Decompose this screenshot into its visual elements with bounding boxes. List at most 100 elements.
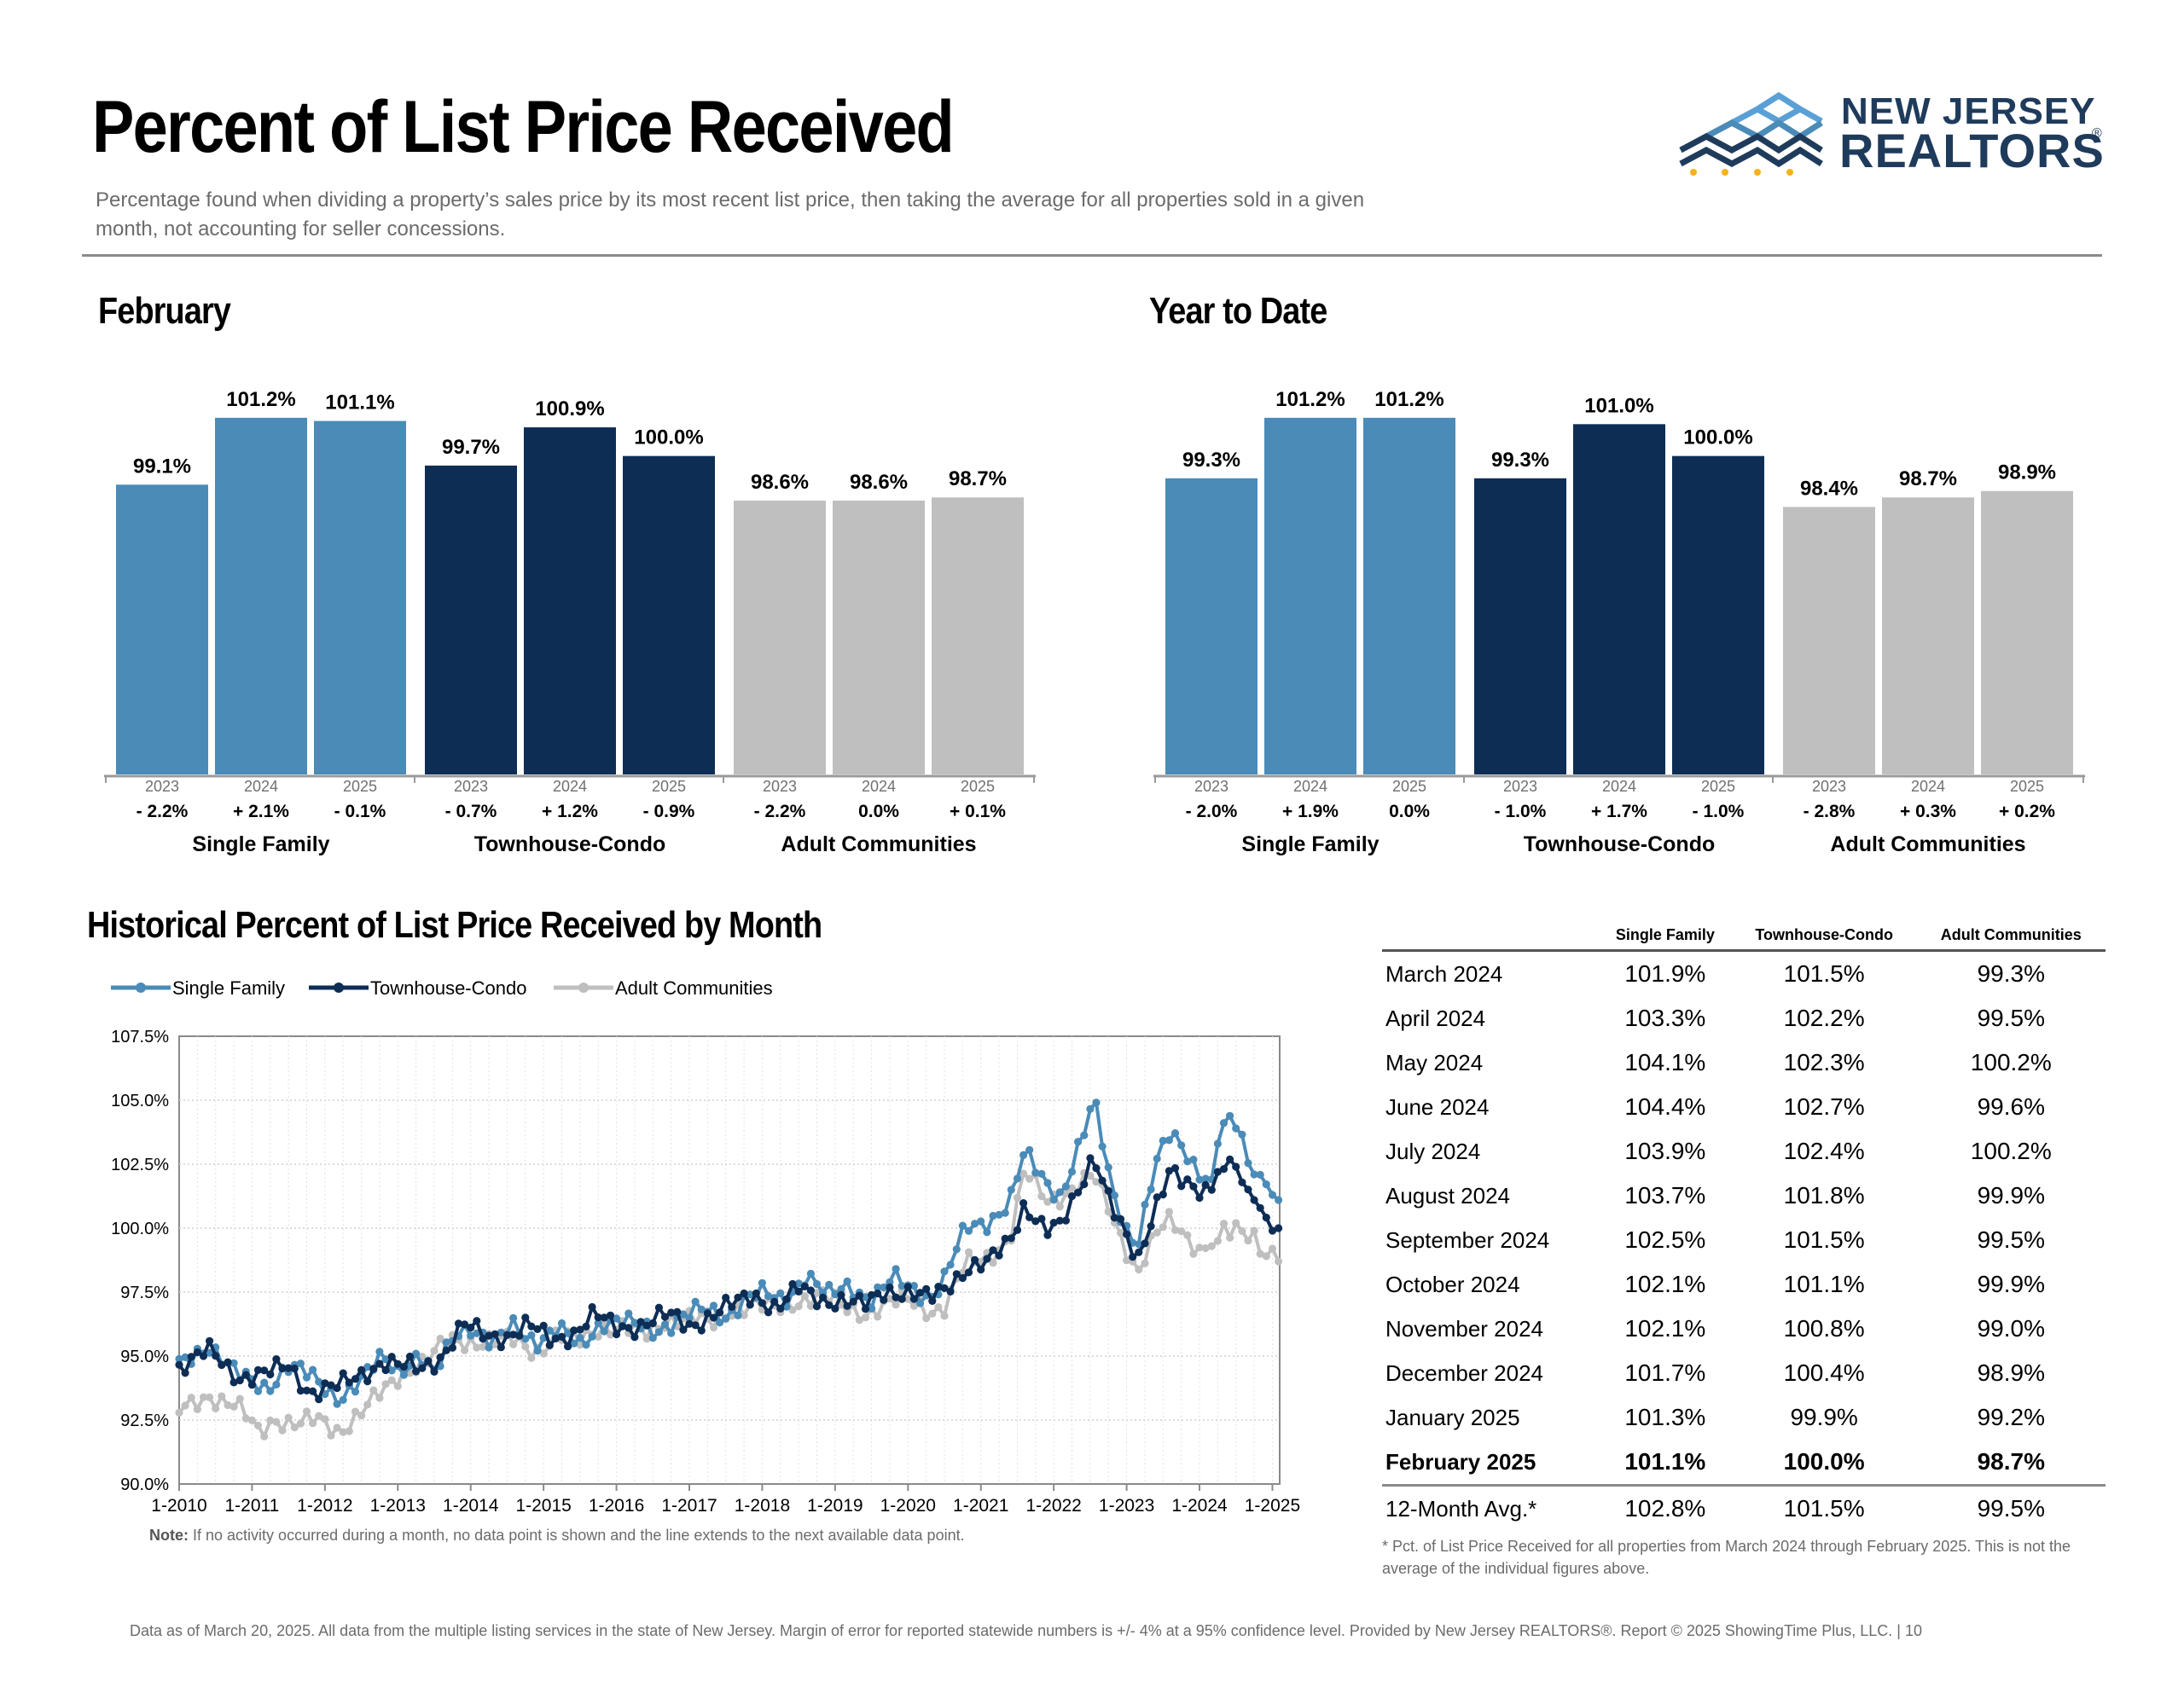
- point-adult-communities: [181, 1401, 189, 1410]
- point-single-family: [722, 1314, 730, 1323]
- point-adult-communities: [886, 1295, 894, 1303]
- point-single-family: [1080, 1131, 1089, 1139]
- point-townhouse-condo: [1019, 1199, 1028, 1208]
- point-townhouse-condo: [660, 1313, 670, 1321]
- bar-year-label: 2025: [961, 778, 995, 795]
- point-townhouse-condo: [467, 1324, 475, 1332]
- table-row: February 2025 101.1% 100.0% 98.7%: [1382, 1440, 2106, 1486]
- monthly-table: Single Family Townhouse-Condo Adult Comm…: [1382, 925, 2106, 1531]
- table-cell: 99.9%: [1977, 1271, 2045, 1297]
- point-single-family: [958, 1221, 967, 1230]
- table-row: September 2024 102.5% 101.5% 99.5%: [1382, 1218, 2106, 1262]
- bar-year-label: 2023: [1503, 778, 1537, 795]
- point-adult-communities: [241, 1414, 250, 1423]
- header-divider: [82, 254, 2102, 257]
- point-adult-communities: [740, 1311, 748, 1319]
- point-single-family: [582, 1341, 590, 1349]
- point-townhouse-condo: [436, 1353, 444, 1362]
- point-single-family: [1262, 1180, 1270, 1189]
- point-townhouse-condo: [290, 1364, 299, 1373]
- point-townhouse-condo: [461, 1320, 469, 1329]
- logo-registered-mark: ®: [2092, 126, 2102, 141]
- point-adult-communities: [709, 1323, 718, 1332]
- x-tick-label: 1-2017: [661, 1496, 717, 1516]
- point-adult-communities: [509, 1340, 518, 1348]
- bar-year-label: 2024: [553, 778, 587, 795]
- point-townhouse-condo: [703, 1309, 712, 1318]
- point-townhouse-condo: [868, 1290, 876, 1299]
- point-townhouse-condo: [1001, 1234, 1009, 1243]
- point-single-family: [697, 1305, 706, 1313]
- point-single-family: [1170, 1129, 1180, 1138]
- point-adult-communities: [393, 1382, 402, 1390]
- point-townhouse-condo: [576, 1325, 584, 1334]
- point-adult-communities: [296, 1419, 305, 1428]
- point-single-family: [1195, 1175, 1204, 1184]
- point-adult-communities: [1135, 1265, 1143, 1274]
- bar-change-label: + 1.9%: [1282, 802, 1339, 821]
- point-adult-communities: [1262, 1252, 1270, 1261]
- bar-adult-communities-2023: [734, 500, 826, 774]
- table-row: August 2024 103.7% 101.8% 99.9%: [1382, 1174, 2106, 1218]
- bar-group-label: Adult Communities: [781, 832, 976, 856]
- point-adult-communities: [1219, 1220, 1228, 1228]
- point-adult-communities: [218, 1392, 226, 1400]
- bar-adult-communities-2024: [1882, 497, 1974, 774]
- point-townhouse-condo: [1037, 1215, 1046, 1223]
- bar-change-label: + 1.2%: [542, 802, 598, 821]
- point-adult-communities: [1201, 1244, 1210, 1253]
- point-single-family: [837, 1284, 845, 1294]
- bar-value-label: 100.0%: [634, 426, 703, 449]
- table-cell: 102.1%: [1624, 1315, 1706, 1342]
- point-adult-communities: [247, 1416, 256, 1424]
- point-adult-communities: [1268, 1244, 1277, 1253]
- point-townhouse-condo: [1201, 1180, 1210, 1189]
- point-townhouse-condo: [1170, 1164, 1180, 1173]
- table-cell: 101.7%: [1624, 1359, 1706, 1386]
- point-single-family: [296, 1359, 305, 1368]
- table-cell: 100.2%: [1970, 1049, 2052, 1075]
- point-single-family: [175, 1354, 183, 1363]
- point-townhouse-condo: [915, 1289, 925, 1297]
- point-adult-communities: [1232, 1219, 1240, 1227]
- point-townhouse-condo: [764, 1308, 773, 1317]
- bar-value-label: 101.1%: [325, 391, 394, 415]
- point-single-family: [302, 1373, 311, 1382]
- bar-townhouse-condo-2025: [623, 455, 715, 774]
- point-townhouse-condo: [1025, 1213, 1034, 1221]
- logo-mark-icon: [1679, 91, 1823, 176]
- x-tick-label: 1-2012: [297, 1496, 352, 1516]
- point-single-family: [758, 1278, 767, 1287]
- point-adult-communities: [922, 1313, 931, 1323]
- point-adult-communities: [1177, 1227, 1186, 1236]
- point-single-family: [1244, 1159, 1252, 1168]
- point-townhouse-condo: [515, 1331, 524, 1340]
- point-townhouse-condo: [819, 1293, 828, 1301]
- point-adult-communities: [1183, 1231, 1192, 1239]
- point-townhouse-condo: [375, 1359, 384, 1368]
- point-townhouse-condo: [619, 1322, 627, 1330]
- point-townhouse-condo: [825, 1301, 834, 1309]
- point-townhouse-condo: [770, 1297, 779, 1306]
- point-townhouse-condo: [624, 1324, 633, 1332]
- point-adult-communities: [1092, 1178, 1101, 1186]
- point-townhouse-condo: [339, 1369, 347, 1377]
- point-townhouse-condo: [812, 1302, 822, 1311]
- x-tick-label: 1-2021: [953, 1496, 1008, 1516]
- point-townhouse-condo: [381, 1365, 390, 1375]
- point-single-family: [1061, 1182, 1070, 1191]
- point-single-family: [716, 1319, 724, 1327]
- point-adult-communities: [1025, 1174, 1034, 1183]
- table-cell: 99.0%: [1977, 1315, 2045, 1342]
- point-single-family: [679, 1310, 688, 1319]
- point-single-family: [880, 1283, 888, 1292]
- point-single-family: [806, 1269, 816, 1278]
- point-townhouse-condo: [564, 1342, 572, 1351]
- x-tick-label: 1-2010: [151, 1496, 206, 1516]
- table-header-row: Single Family Townhouse-Condo Adult Comm…: [1382, 925, 2106, 951]
- point-townhouse-condo: [393, 1359, 402, 1368]
- point-single-family: [812, 1279, 822, 1289]
- point-single-family: [831, 1290, 839, 1299]
- point-townhouse-condo: [630, 1333, 639, 1342]
- point-townhouse-condo: [302, 1386, 311, 1394]
